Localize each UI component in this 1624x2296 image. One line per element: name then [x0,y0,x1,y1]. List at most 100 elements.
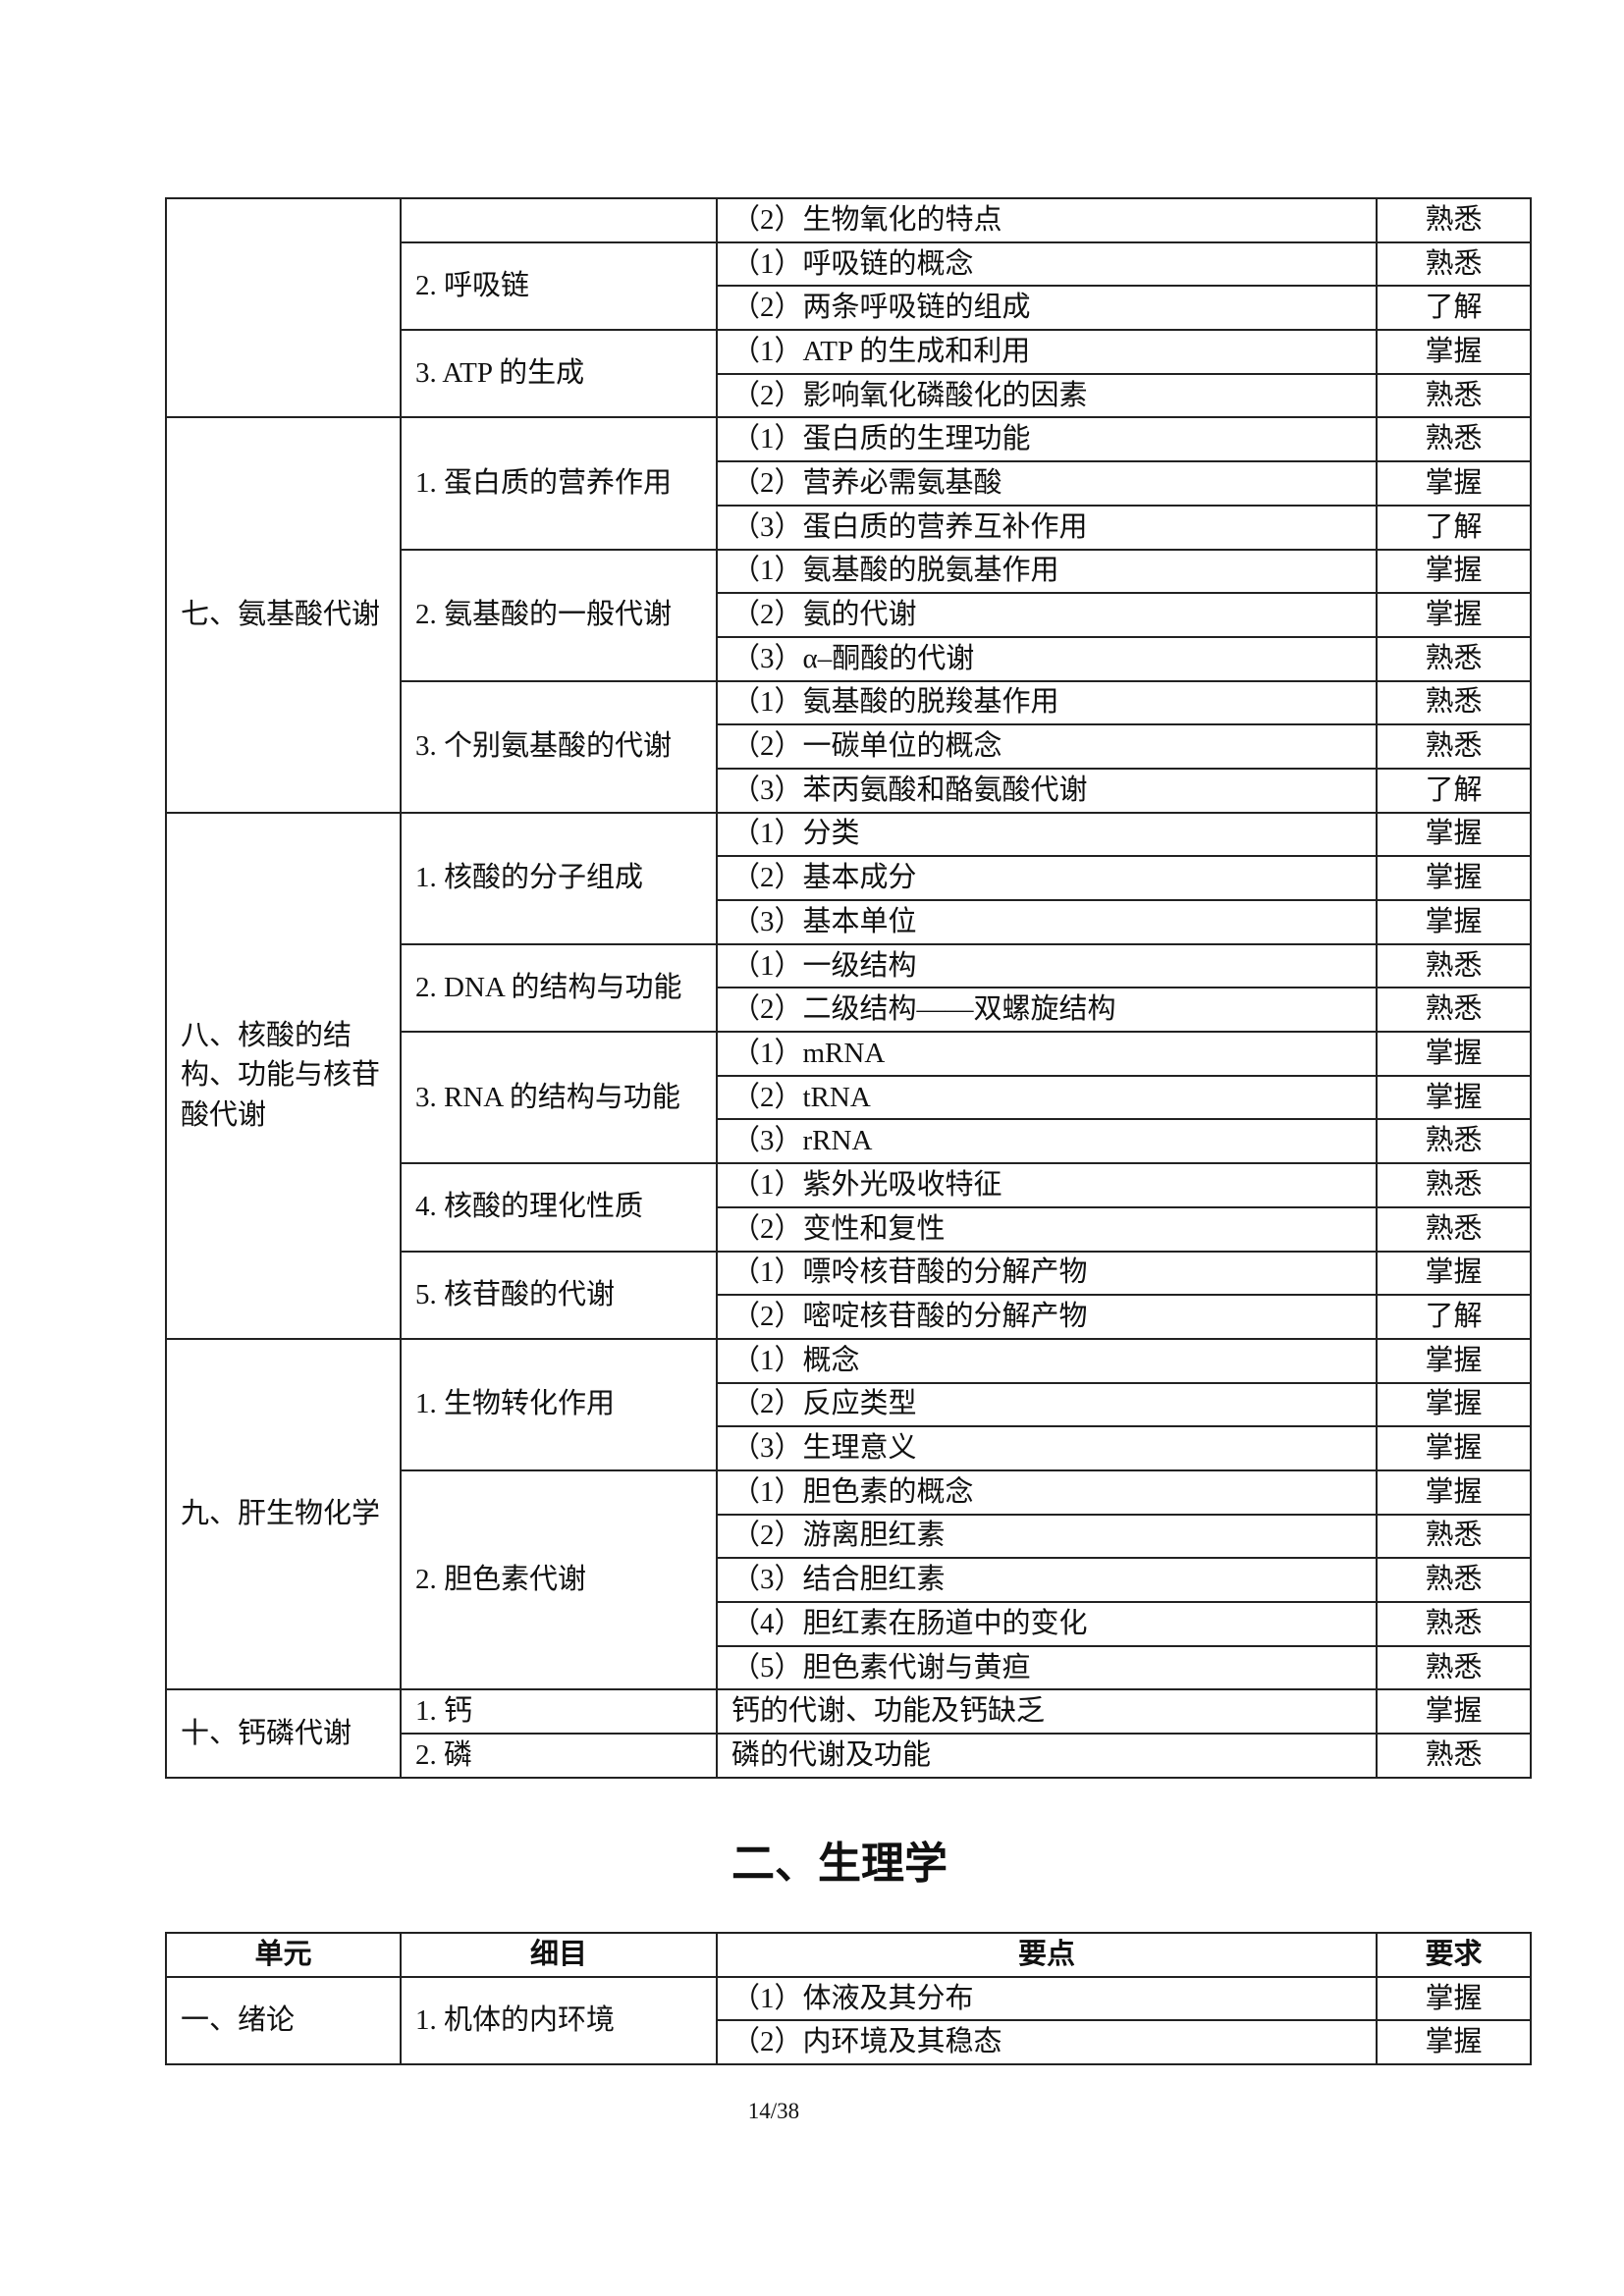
point-cell: （1）蛋白质的生理功能 [716,416,1378,463]
table-row: （3）苯丙氨酸和酪氨酸代谢 了解 [166,767,1532,814]
item-cell: 2. 胆色素代谢 [400,1468,718,1691]
item-cell [400,197,718,243]
point-cell: （2）tRNA [716,1074,1378,1121]
item-cell: 1. 钙 [400,1688,718,1735]
table-row: （2）游离胆红素 熟悉 [166,1513,1532,1560]
item-cell: 2. DNA 的结构与功能 [400,942,718,1034]
item-cell: 2. 氨基酸的一般代谢 [400,548,718,682]
point-cell: （2）反应类型 [716,1381,1378,1428]
table-row: （3）基本单位 掌握 [166,899,1532,945]
table-row: 5. 核苷酸的代谢 （1）嘌呤核苷酸的分解产物 掌握 [166,1250,1532,1340]
point-cell: （1）嘌呤核苷酸的分解产物 [716,1250,1378,1297]
table-row: （3）α–酮酸的代谢 熟悉 [166,635,1532,682]
point-cell: 钙的代谢、功能及钙缺乏 [716,1688,1378,1735]
requirement-cell: 掌握 [1376,855,1532,901]
table-row: 3. 个别氨基酸的代谢 （1）氨基酸的脱羧基作用 熟悉 [166,679,1532,814]
point-cell: （2）营养必需氨基酸 [716,460,1378,507]
section-title: 二、生理学 [731,1839,947,1889]
point-cell: （5）胆色素代谢与黄疸 [716,1644,1378,1691]
point-cell: （3）α–酮酸的代谢 [716,635,1378,682]
requirement-cell: 了解 [1376,1294,1532,1340]
table-row: （2）tRNA 掌握 [166,1074,1532,1121]
table-row: 七、氨基酸代谢 1. 蛋白质的营养作用 （1）蛋白质的生理功能熟悉 [165,416,1532,814]
point-cell: （2）二级结构——双螺旋结构 [716,987,1378,1034]
requirement-cell: 熟悉 [1376,1733,1532,1779]
point-cell: （1）体液及其分布 [716,1975,1378,2022]
requirement-cell: 掌握 [1376,592,1532,638]
table-row: 八、核酸的结构、功能与核苷酸代谢 1. 核酸的分子组成 （1）分类 掌握 [165,811,1532,1340]
table-row: （2）影响氧化磷酸化的因素 熟悉 [166,372,1532,419]
point-cell: （2）嘧啶核苷酸的分解产物 [716,1294,1378,1340]
unit-cell: 一、绪论 [165,1975,402,2066]
requirement-cell: 掌握 [1376,548,1532,595]
requirement-cell: 熟悉 [1376,1557,1532,1603]
header-unit: 单元 [165,1932,402,1978]
point-cell: （2）游离胆红素 [716,1513,1378,1560]
table-row: 一、绪论 1. 机体的内环境 （1）体液及其分布 掌握 [165,1975,1532,2066]
requirement-cell: 熟悉 [1376,1162,1532,1208]
header-row: 单元 细目 要点 要求 [165,1932,1532,1978]
table-row: （3）结合胆红素 熟悉 [166,1557,1532,1603]
table-row: 3. ATP 的生成 （1）ATP 的生成和利用 掌握 [166,329,1532,419]
requirement-cell: 熟悉 [1376,372,1532,419]
item-cell: 1. 生物转化作用 [400,1337,718,1471]
unit-cell [165,196,402,419]
table-row: 十、钙磷代谢 1. 钙钙的代谢、功能及钙缺乏 掌握 [165,1688,1532,1779]
table-body: （2）生物氧化的特点 熟悉 2. 呼吸链 （1）呼吸链的概念 熟悉 （2）两条呼吸链的组成… [165,196,1532,1779]
table-row: （2）嘧啶核苷酸的分解产物 了解 [166,1294,1532,1340]
table-row: （2）基本成分 掌握 [166,855,1532,901]
table-row: 2. 磷磷的代谢及功能 熟悉 [166,1733,1532,1779]
requirement-cell: 熟悉 [1376,1118,1532,1165]
table-row: 4. 核酸的理化性质 （1）紫外光吸收特征 熟悉 [166,1162,1532,1253]
table-row: 2. 胆色素代谢 （1）胆色素的概念 掌握 [166,1468,1532,1691]
requirement-cell: 掌握 [1376,1688,1532,1735]
table-row: （2）生物氧化的特点 熟悉 [165,196,1532,419]
table-row: （2）内环境及其稳态 掌握 [166,2019,1532,2066]
table-row: （3）蛋白质的营养互补作用 了解 [166,504,1532,551]
item-cell: 1. 机体的内环境 [400,1975,718,2066]
item-cell: 2. 呼吸链 [400,240,718,332]
unit-cell: 七、氨基酸代谢 [165,416,402,814]
table-row: 2. 呼吸链 （1）呼吸链的概念 熟悉 [166,240,1532,332]
point-cell: （1）ATP 的生成和利用 [716,329,1378,375]
point-cell: （1）氨基酸的脱氨基作用 [716,548,1378,595]
requirement-cell: 掌握 [1376,1425,1532,1471]
table-row: 2. 氨基酸的一般代谢 （1）氨基酸的脱氨基作用 掌握 [166,548,1532,682]
point-cell: （2）基本成分 [716,855,1378,901]
table-row: （2）二级结构——双螺旋结构 熟悉 [166,987,1532,1034]
point-cell: （3）结合胆红素 [716,1557,1378,1603]
point-cell: （1）分类 [716,811,1378,858]
requirement-cell: 熟悉 [1376,942,1532,989]
table-row: （2）一碳单位的概念 熟悉 [166,723,1532,770]
point-cell: （3）蛋白质的营养互补作用 [716,504,1378,551]
point-cell: （3）苯丙氨酸和酪氨酸代谢 [716,767,1378,814]
table-row: 2. DNA 的结构与功能 （1）一级结构 熟悉 [166,942,1532,1034]
requirement-cell: 掌握 [1376,1468,1532,1516]
point-cell: （2）变性和复性 [716,1205,1378,1253]
point-cell: （3）生理意义 [716,1425,1378,1471]
point-cell: （2）两条呼吸链的组成 [716,285,1378,332]
table-row: （4）胆红素在肠道中的变化 熟悉 [166,1601,1532,1647]
point-cell: （1）紫外光吸收特征 [716,1162,1378,1208]
syllabus-table-biochemistry: （2）生物氧化的特点 熟悉 2. 呼吸链 （1）呼吸链的概念 熟悉 （2）两条呼吸链的组成… [165,196,1532,1779]
point-cell: （2）影响氧化磷酸化的因素 [716,372,1378,419]
point-cell: （1）一级结构 [716,942,1378,989]
requirement-cell: 熟悉 [1376,723,1532,770]
requirement-cell: 掌握 [1376,1381,1532,1428]
requirement-cell: 掌握 [1376,1074,1532,1121]
table-row: （2）变性和复性 熟悉 [166,1205,1532,1253]
item-cell: 1. 蛋白质的营养作用 [400,416,718,551]
requirement-cell: 掌握 [1376,329,1532,375]
point-cell: （3）rRNA [716,1118,1378,1165]
unit-cell: 九、肝生物化学 [165,1337,402,1691]
table-row: （2）营养必需氨基酸 掌握 [166,460,1532,507]
point-cell: （3）基本单位 [716,899,1378,945]
requirement-cell: 掌握 [1376,899,1532,945]
requirement-cell: 掌握 [1376,460,1532,507]
unit-cell: 十、钙磷代谢 [165,1688,402,1779]
requirement-cell: 熟悉 [1376,635,1532,682]
item-cell: 3. 个别氨基酸的代谢 [400,679,718,814]
requirement-cell: 熟悉 [1376,240,1532,288]
requirement-cell: 掌握 [1376,1337,1532,1384]
item-cell: 3. RNA 的结构与功能 [400,1031,718,1165]
